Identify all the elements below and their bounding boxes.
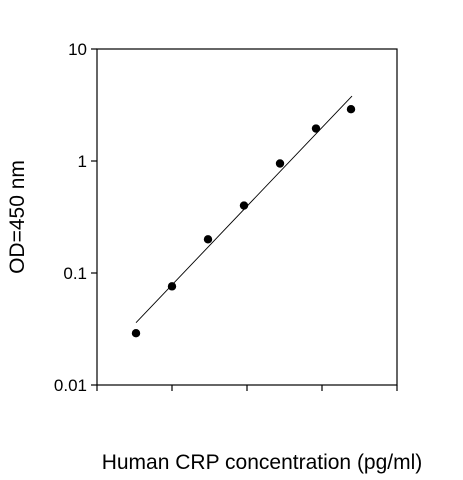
y-tick-label: 1 [78,152,87,171]
y-axis-ticks [91,48,97,386]
y-tick-label: 0.01 [54,376,87,395]
plot-area-frame [96,48,398,386]
data-point [275,159,285,168]
data-point [346,105,356,114]
data-point [311,124,321,133]
data-point [131,329,141,338]
data-point [167,282,177,291]
y-tick-label: 10 [68,40,87,59]
y-axis-title: OD=450 nm [6,160,29,274]
x-axis-ticks [96,385,398,391]
y-tick-label: 0.1 [63,264,87,283]
data-point [203,235,213,244]
y-axis-tick-labels: 0.01 0.1 1 10 [54,40,87,395]
data-points [131,105,356,338]
x-axis-title: Human CRP concentration (pg/ml) [102,451,423,474]
data-point [239,201,249,210]
